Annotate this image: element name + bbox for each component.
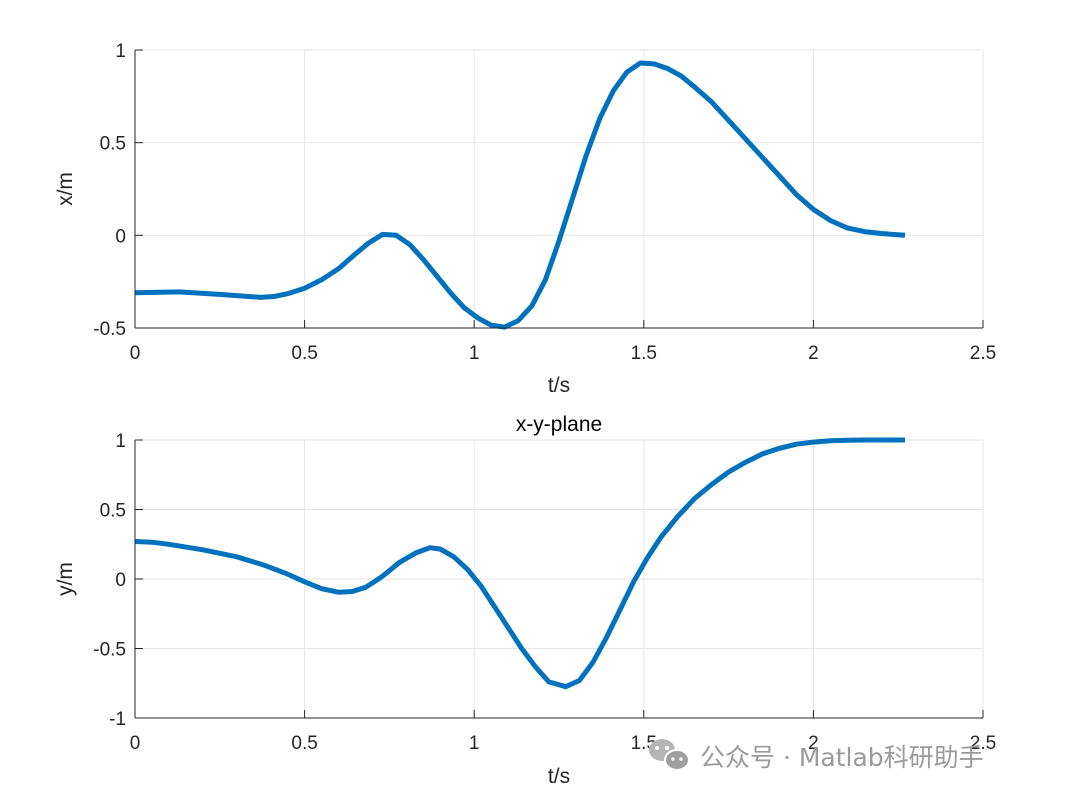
- wechat-icon: [649, 739, 690, 771]
- y-tick-label: 1: [115, 41, 126, 62]
- x-tick-label: 1: [469, 733, 480, 754]
- y-tick-label: 0.5: [100, 134, 126, 155]
- y-tick-label: 0: [115, 570, 126, 591]
- watermark-text: 公众号 · Matlab科研助手: [700, 743, 984, 772]
- x-tick-label: 2.5: [970, 343, 996, 364]
- x-tick-label: 0: [130, 343, 141, 364]
- x-axis-label: t/s: [548, 765, 570, 788]
- y-tick-label: 1: [115, 431, 126, 452]
- x-tick-label: 2.5: [970, 733, 996, 754]
- y-tick-label: 0.5: [100, 501, 126, 522]
- y-tick-label: -1: [109, 709, 126, 730]
- y-axis-label: y/m: [54, 562, 77, 596]
- chart-panel-2: 0 0.5 1 1.5 2 2.5-1-0.500.51t/sy/mx-y-plane: [54, 413, 996, 788]
- y-tick-label: 0: [115, 226, 126, 247]
- chart-title: x-y-plane: [516, 413, 602, 436]
- watermark: 公众号 · Matlab科研助手: [649, 739, 984, 772]
- x-tick-label: 2: [808, 343, 819, 364]
- x-tick-label: 1: [469, 343, 480, 364]
- x-tick-label: 0.5: [291, 733, 317, 754]
- series-line-1: [134, 437, 905, 690]
- x-tick-label: 0.5: [291, 343, 317, 364]
- x-axis-label: t/s: [548, 374, 570, 397]
- x-tick-label: 0: [130, 733, 141, 754]
- chart-panel-1: 0 0.5 1 1.5 2 2.5-0.500.51t/sx/m: [54, 41, 996, 397]
- plots-container: 0 0.5 1 1.5 2 2.5-0.500.51t/sx/m0 0.5 1 1.5 2 2.5-…: [54, 41, 996, 788]
- x-tick-label: 1.5: [631, 343, 657, 364]
- y-tick-label: -0.5: [93, 319, 126, 340]
- series-line-1: [134, 60, 906, 330]
- y-tick-label: -0.5: [93, 640, 126, 661]
- y-axis-label: x/m: [54, 172, 77, 206]
- x-tick-label: 2: [808, 733, 819, 754]
